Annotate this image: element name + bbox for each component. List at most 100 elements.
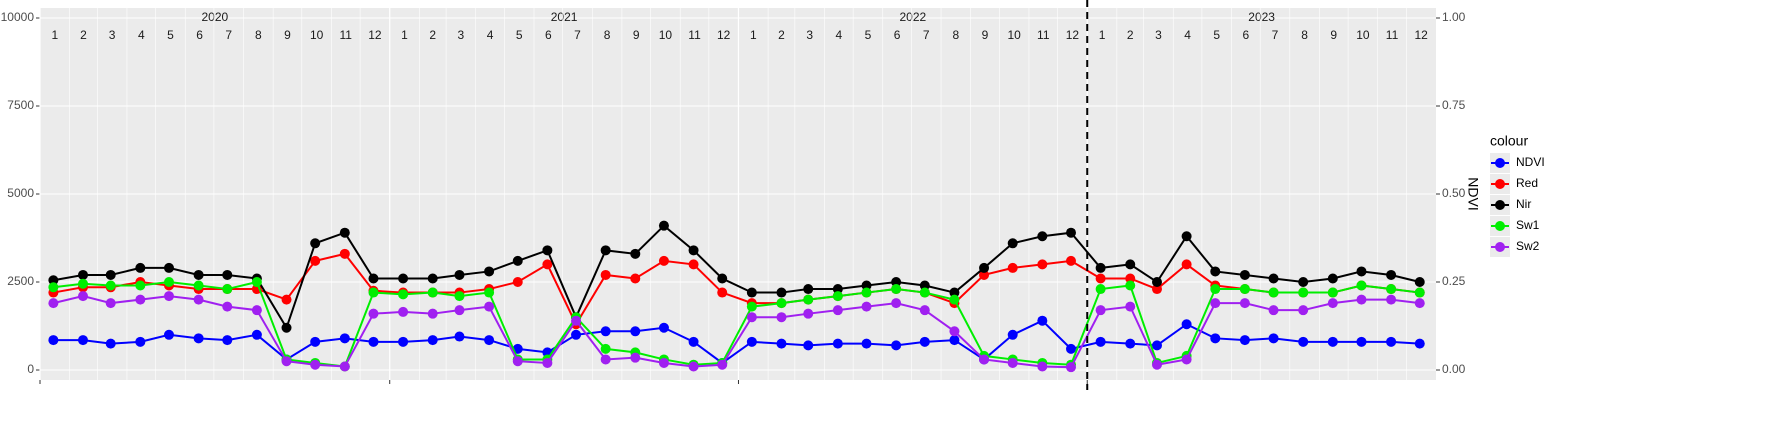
- point: [1298, 336, 1309, 347]
- point: [484, 301, 495, 312]
- point: [1356, 280, 1367, 291]
- point: [630, 326, 641, 337]
- y2-tick-label: 1.00: [1442, 10, 1466, 24]
- point: [1151, 277, 1162, 288]
- month-label: 8: [604, 28, 611, 42]
- month-label: 5: [865, 28, 872, 42]
- point: [222, 335, 233, 346]
- point: [600, 245, 611, 256]
- month-label: 3: [109, 28, 116, 42]
- point: [105, 298, 116, 309]
- point: [630, 273, 641, 284]
- point: [48, 282, 59, 293]
- month-label: 9: [1330, 28, 1337, 42]
- point: [48, 275, 59, 286]
- point: [251, 277, 262, 288]
- point: [919, 287, 930, 298]
- month-label: 4: [138, 28, 145, 42]
- point: [979, 269, 990, 280]
- point: [1356, 336, 1367, 347]
- point: [803, 294, 814, 305]
- month-label: 12: [717, 28, 731, 42]
- series-line: [53, 295, 1420, 369]
- point: [688, 245, 699, 256]
- point: [135, 262, 146, 273]
- point: [1327, 287, 1338, 298]
- point: [600, 343, 611, 354]
- legend-dot: [1495, 158, 1505, 168]
- month-label: 9: [633, 28, 640, 42]
- point: [339, 248, 350, 259]
- point: [193, 294, 204, 305]
- month-label: 6: [545, 28, 552, 42]
- point: [1210, 284, 1221, 295]
- point: [163, 262, 174, 273]
- point: [861, 301, 872, 312]
- point: [949, 335, 960, 346]
- point: [193, 280, 204, 291]
- point: [832, 305, 843, 316]
- point: [512, 277, 523, 288]
- month-label: 6: [1243, 28, 1250, 42]
- point: [658, 322, 669, 333]
- point: [368, 273, 379, 284]
- point: [542, 259, 553, 270]
- point: [861, 280, 872, 291]
- legend-dot: [1495, 221, 1505, 231]
- y-tick-label: 5000: [7, 186, 34, 200]
- point: [310, 238, 321, 249]
- y2-tick-label: 0.25: [1442, 274, 1466, 288]
- point: [48, 298, 59, 309]
- point: [1095, 284, 1106, 295]
- month-label: 10: [1007, 28, 1021, 42]
- point: [832, 291, 843, 302]
- point: [1151, 284, 1162, 295]
- point: [1414, 338, 1425, 349]
- point: [861, 287, 872, 298]
- point: [542, 245, 553, 256]
- point: [281, 322, 292, 333]
- point: [1239, 298, 1250, 309]
- point: [484, 335, 495, 346]
- month-label: 1: [1099, 28, 1106, 42]
- point: [746, 312, 757, 323]
- point: [310, 255, 321, 266]
- point: [193, 269, 204, 280]
- point: [949, 294, 960, 305]
- point: [1268, 287, 1279, 298]
- point: [1125, 259, 1136, 270]
- series-line: [53, 224, 1420, 331]
- point: [1414, 287, 1425, 298]
- point: [630, 352, 641, 363]
- point: [717, 359, 728, 370]
- point: [339, 361, 350, 372]
- point: [427, 273, 438, 284]
- point: [949, 287, 960, 298]
- point: [688, 259, 699, 270]
- point: [281, 294, 292, 305]
- point: [717, 273, 728, 284]
- point: [135, 336, 146, 347]
- point: [979, 354, 990, 365]
- point: [1007, 238, 1018, 249]
- point: [803, 308, 814, 319]
- point: [281, 356, 292, 367]
- point: [658, 220, 669, 231]
- point: [1386, 336, 1397, 347]
- point: [630, 248, 641, 259]
- point: [77, 291, 88, 302]
- point: [1386, 294, 1397, 305]
- point: [1007, 329, 1018, 340]
- point: [919, 305, 930, 316]
- point: [1356, 294, 1367, 305]
- point: [398, 306, 409, 317]
- point: [1327, 336, 1338, 347]
- point: [1151, 340, 1162, 351]
- point: [571, 315, 582, 326]
- month-label: 1: [750, 28, 757, 42]
- month-label: 7: [1272, 28, 1279, 42]
- point: [1210, 266, 1221, 277]
- month-label: 10: [659, 28, 673, 42]
- point: [746, 336, 757, 347]
- month-label: 12: [1066, 28, 1080, 42]
